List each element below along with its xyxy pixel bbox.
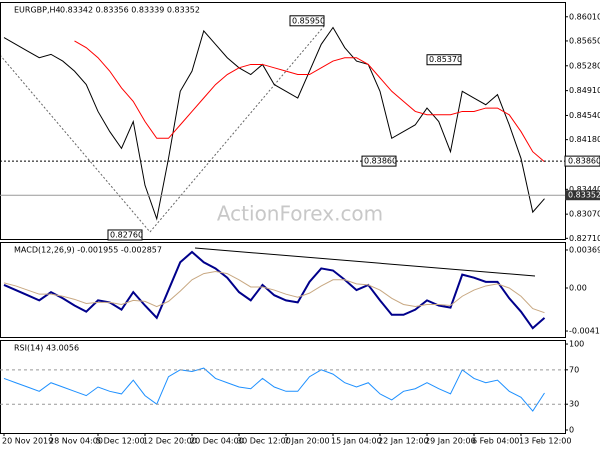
x-tick-label: 12 Dec 20:00: [143, 437, 197, 446]
y-tick-label: 100: [569, 340, 584, 349]
watermark: ActionForex.com: [217, 202, 383, 226]
y-tick-label: 0.003695: [569, 245, 600, 254]
y-tick-label: 0.85280: [569, 61, 600, 70]
y-tick-label: 0.85650: [569, 36, 600, 45]
macd-trend-line: [194, 247, 536, 277]
level-label: 0.82760: [110, 230, 143, 239]
x-tick-label: 20 Nov 2019: [2, 437, 53, 446]
level-label: 0.83860: [364, 157, 397, 166]
x-tick-label: 5 Dec 12:00: [96, 437, 145, 446]
level-box: [426, 54, 462, 66]
x-tick-label: 29 Jan 20:00: [425, 437, 476, 446]
x-tick-label: 30 Dec 12:00: [237, 437, 291, 446]
panel-title: MACD(12,26,9) -0.001955 -0.002857: [14, 246, 162, 255]
current-price-label: 0.83352: [568, 191, 600, 200]
level-box: [107, 229, 143, 241]
current-price-box: [565, 190, 600, 201]
level-label: 0.85370: [429, 55, 462, 64]
level-label: 0.85950: [292, 16, 325, 25]
x-tick-label: 6 Feb 04:00: [472, 437, 519, 446]
x-tick-label: 15 Jan 04:00: [331, 437, 382, 446]
x-tick-label: 22 Jan 12:00: [378, 437, 429, 446]
y-tick-label: 0.86010: [569, 12, 600, 21]
x-tick-label: 28 Nov 04:00: [49, 437, 103, 446]
panel-frame: [0, 242, 566, 338]
y-tick-label: 0.84540: [569, 111, 600, 120]
trend-line: [0, 54, 151, 233]
y-tick-label: 30: [569, 400, 579, 409]
x-tick-label: 7 Jan 20:00: [284, 437, 330, 446]
series-line: [3, 26, 545, 221]
panel-frame: [0, 340, 566, 434]
x-tick-label: 20 Dec 04:00: [190, 437, 244, 446]
y-tick-label: 0.83440: [569, 185, 600, 194]
level-axis-box: [564, 155, 600, 167]
x-tick-label: 13 Feb 12:00: [519, 437, 571, 446]
series-line: [3, 271, 545, 314]
y-tick-label: 0.83070: [569, 210, 600, 219]
level-box: [289, 15, 325, 27]
y-tick-label: 0.00: [569, 284, 587, 293]
trend-line: [149, 24, 326, 233]
level-box: [361, 155, 397, 167]
series-line: [74, 40, 545, 163]
y-tick-label: 0: [569, 425, 574, 434]
y-tick-label: 0.84180: [569, 135, 600, 144]
panel-frame: [0, 2, 566, 240]
y-tick-label: 0.84910: [569, 86, 600, 95]
series-line: [3, 250, 546, 330]
level-axis-label: 0.83860: [568, 157, 600, 166]
y-tick-label: 70: [569, 365, 579, 374]
quote: 0.83342 0.83356 0.83339 0.83352: [60, 6, 200, 15]
panel-title: EURGBP,H4: [14, 6, 61, 15]
panel-title: RSI(14) 43.0056: [14, 344, 79, 353]
series-line: [3, 367, 545, 412]
y-tick-label: -0.00418: [569, 327, 600, 336]
y-tick-label: 0.82710: [569, 234, 600, 243]
